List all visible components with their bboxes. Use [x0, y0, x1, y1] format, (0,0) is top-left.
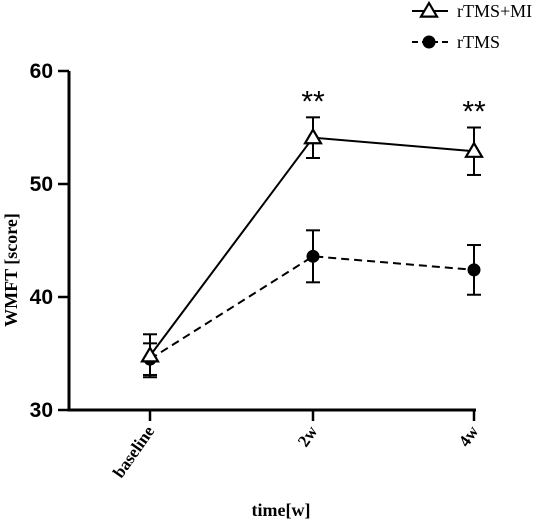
y-tick-label: 60 — [30, 60, 53, 83]
x-tick-label: 4w — [455, 422, 483, 451]
series-layer — [140, 116, 484, 379]
marker-circle-2 — [467, 263, 481, 277]
series-rtms — [143, 229, 481, 376]
y-tick-label: 30 — [30, 399, 53, 422]
series-rtms-mi — [140, 116, 484, 379]
axes — [67, 71, 476, 412]
y-tick-label: 40 — [30, 286, 53, 309]
legend-label: rTMS — [457, 32, 500, 52]
y-ticks: 30 40 50 60 — [30, 60, 69, 422]
y-axis-title: WMFT [score] — [1, 213, 21, 327]
marker-circle-1 — [306, 249, 320, 263]
significance-label: ** — [462, 96, 486, 129]
legend-item-rtms: rTMS — [412, 32, 500, 52]
significance-label: ** — [301, 85, 325, 118]
y-tick-label: 50 — [30, 173, 53, 196]
legend: rTMS+MI rTMS — [412, 0, 532, 52]
legend-label: rTMS+MI — [457, 1, 532, 21]
marker-circle-legend — [422, 35, 436, 49]
x-tick-label: baseline — [109, 422, 158, 481]
series-line — [149, 255, 475, 360]
marker-triangle-1 — [303, 127, 323, 145]
x-axis-title: time[w] — [252, 500, 311, 520]
legend-item-rtms-mi: rTMS+MI — [412, 0, 532, 21]
annotations: ** ** — [301, 85, 486, 128]
x-ticks: baseline 2w 4w — [109, 410, 483, 481]
marker-triangle-legend — [419, 0, 439, 18]
marker-triangle-0 — [140, 345, 160, 363]
marker-triangle-2 — [464, 141, 484, 158]
x-tick-label: 2w — [294, 422, 322, 451]
